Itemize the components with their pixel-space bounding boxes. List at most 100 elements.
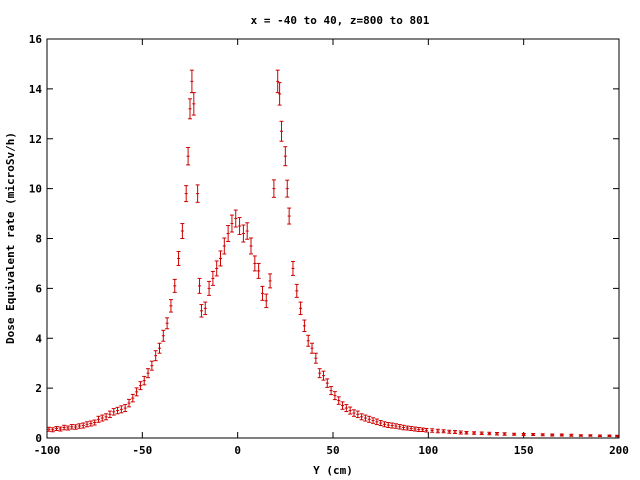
data-point bbox=[569, 433, 574, 437]
data-point bbox=[325, 378, 330, 388]
data-point bbox=[73, 424, 78, 430]
data-point bbox=[397, 424, 402, 430]
data-point bbox=[310, 342, 315, 354]
data-point bbox=[203, 301, 208, 316]
data-point bbox=[172, 278, 177, 293]
data-point bbox=[298, 301, 303, 316]
y-tick-label: 10 bbox=[29, 183, 42, 196]
data-point bbox=[188, 98, 192, 120]
x-tick-label: 200 bbox=[609, 444, 629, 457]
chart-title: x = -40 to 40, z=800 to 801 bbox=[251, 14, 430, 27]
data-point bbox=[142, 375, 147, 386]
data-point bbox=[199, 304, 204, 318]
x-tick-label: -100 bbox=[34, 444, 61, 457]
data-point bbox=[487, 431, 492, 436]
data-point bbox=[367, 415, 372, 423]
data-point bbox=[77, 423, 82, 429]
data-point bbox=[123, 404, 128, 413]
data-point bbox=[210, 270, 215, 286]
y-tick-label: 8 bbox=[35, 233, 42, 246]
data-point bbox=[317, 368, 322, 379]
data-point bbox=[168, 299, 173, 313]
data-point bbox=[245, 222, 250, 240]
data-series bbox=[46, 69, 620, 438]
data-point bbox=[550, 433, 555, 437]
data-point bbox=[458, 430, 463, 435]
data-point bbox=[355, 410, 360, 419]
data-point bbox=[214, 260, 219, 277]
data-point bbox=[264, 293, 269, 309]
data-point bbox=[578, 434, 583, 437]
data-point bbox=[348, 406, 353, 415]
data-point bbox=[321, 370, 326, 381]
data-point bbox=[479, 431, 484, 436]
data-point bbox=[186, 146, 191, 166]
data-point bbox=[69, 424, 74, 430]
data-point bbox=[420, 427, 425, 433]
data-point bbox=[430, 428, 435, 433]
data-point bbox=[472, 431, 477, 435]
data-point bbox=[229, 214, 234, 233]
data-point bbox=[134, 387, 139, 397]
data-point bbox=[107, 410, 112, 419]
data-point bbox=[92, 419, 97, 426]
data-point bbox=[279, 120, 284, 142]
data-point bbox=[502, 432, 507, 436]
data-point bbox=[393, 423, 398, 429]
y-tick-label: 2 bbox=[35, 382, 42, 395]
data-point bbox=[153, 350, 158, 362]
x-axis-label: Y (cm) bbox=[313, 464, 353, 477]
data-point bbox=[119, 405, 124, 414]
data-point bbox=[184, 185, 189, 203]
data-point bbox=[464, 431, 469, 435]
data-point bbox=[332, 391, 337, 401]
data-point bbox=[237, 217, 242, 236]
data-point bbox=[252, 255, 257, 272]
x-axis: -100 -50 0 50 100 150 200 bbox=[34, 39, 629, 457]
y-tick-label: 4 bbox=[35, 332, 42, 345]
data-point bbox=[218, 250, 223, 267]
data-point bbox=[285, 179, 290, 198]
data-point bbox=[521, 433, 526, 437]
y-axis-label: Dose Equivalent rate (microSv/h) bbox=[4, 132, 17, 344]
data-point bbox=[363, 414, 368, 422]
data-point bbox=[146, 368, 151, 379]
data-point bbox=[283, 146, 288, 167]
data-point bbox=[313, 352, 318, 364]
data-point bbox=[409, 426, 414, 432]
data-point bbox=[161, 329, 166, 342]
data-point bbox=[378, 420, 383, 427]
data-point bbox=[607, 434, 612, 438]
plot-frame bbox=[46, 38, 620, 439]
data-point bbox=[233, 209, 238, 228]
data-point bbox=[382, 421, 387, 428]
data-point bbox=[441, 429, 446, 434]
y-tick-label: 14 bbox=[29, 83, 43, 96]
data-point bbox=[277, 82, 282, 106]
x-tick-label: -50 bbox=[132, 444, 152, 457]
data-point bbox=[62, 424, 67, 431]
data-point bbox=[424, 428, 429, 433]
data-point bbox=[351, 409, 356, 417]
data-point bbox=[412, 426, 417, 432]
data-point bbox=[226, 225, 231, 242]
data-point bbox=[512, 432, 517, 436]
data-point bbox=[597, 434, 602, 438]
data-point bbox=[58, 426, 63, 432]
data-point bbox=[374, 418, 379, 426]
data-point bbox=[130, 393, 135, 403]
data-point bbox=[81, 422, 86, 429]
data-point bbox=[405, 425, 410, 431]
data-point bbox=[371, 417, 376, 424]
y-tick-label: 6 bbox=[35, 282, 42, 295]
data-point bbox=[540, 433, 545, 437]
data-point bbox=[275, 69, 280, 94]
data-point bbox=[100, 414, 105, 422]
data-point bbox=[416, 427, 421, 433]
data-point bbox=[302, 319, 307, 333]
data-point bbox=[588, 434, 593, 437]
data-point bbox=[85, 421, 90, 428]
data-point bbox=[359, 413, 364, 421]
